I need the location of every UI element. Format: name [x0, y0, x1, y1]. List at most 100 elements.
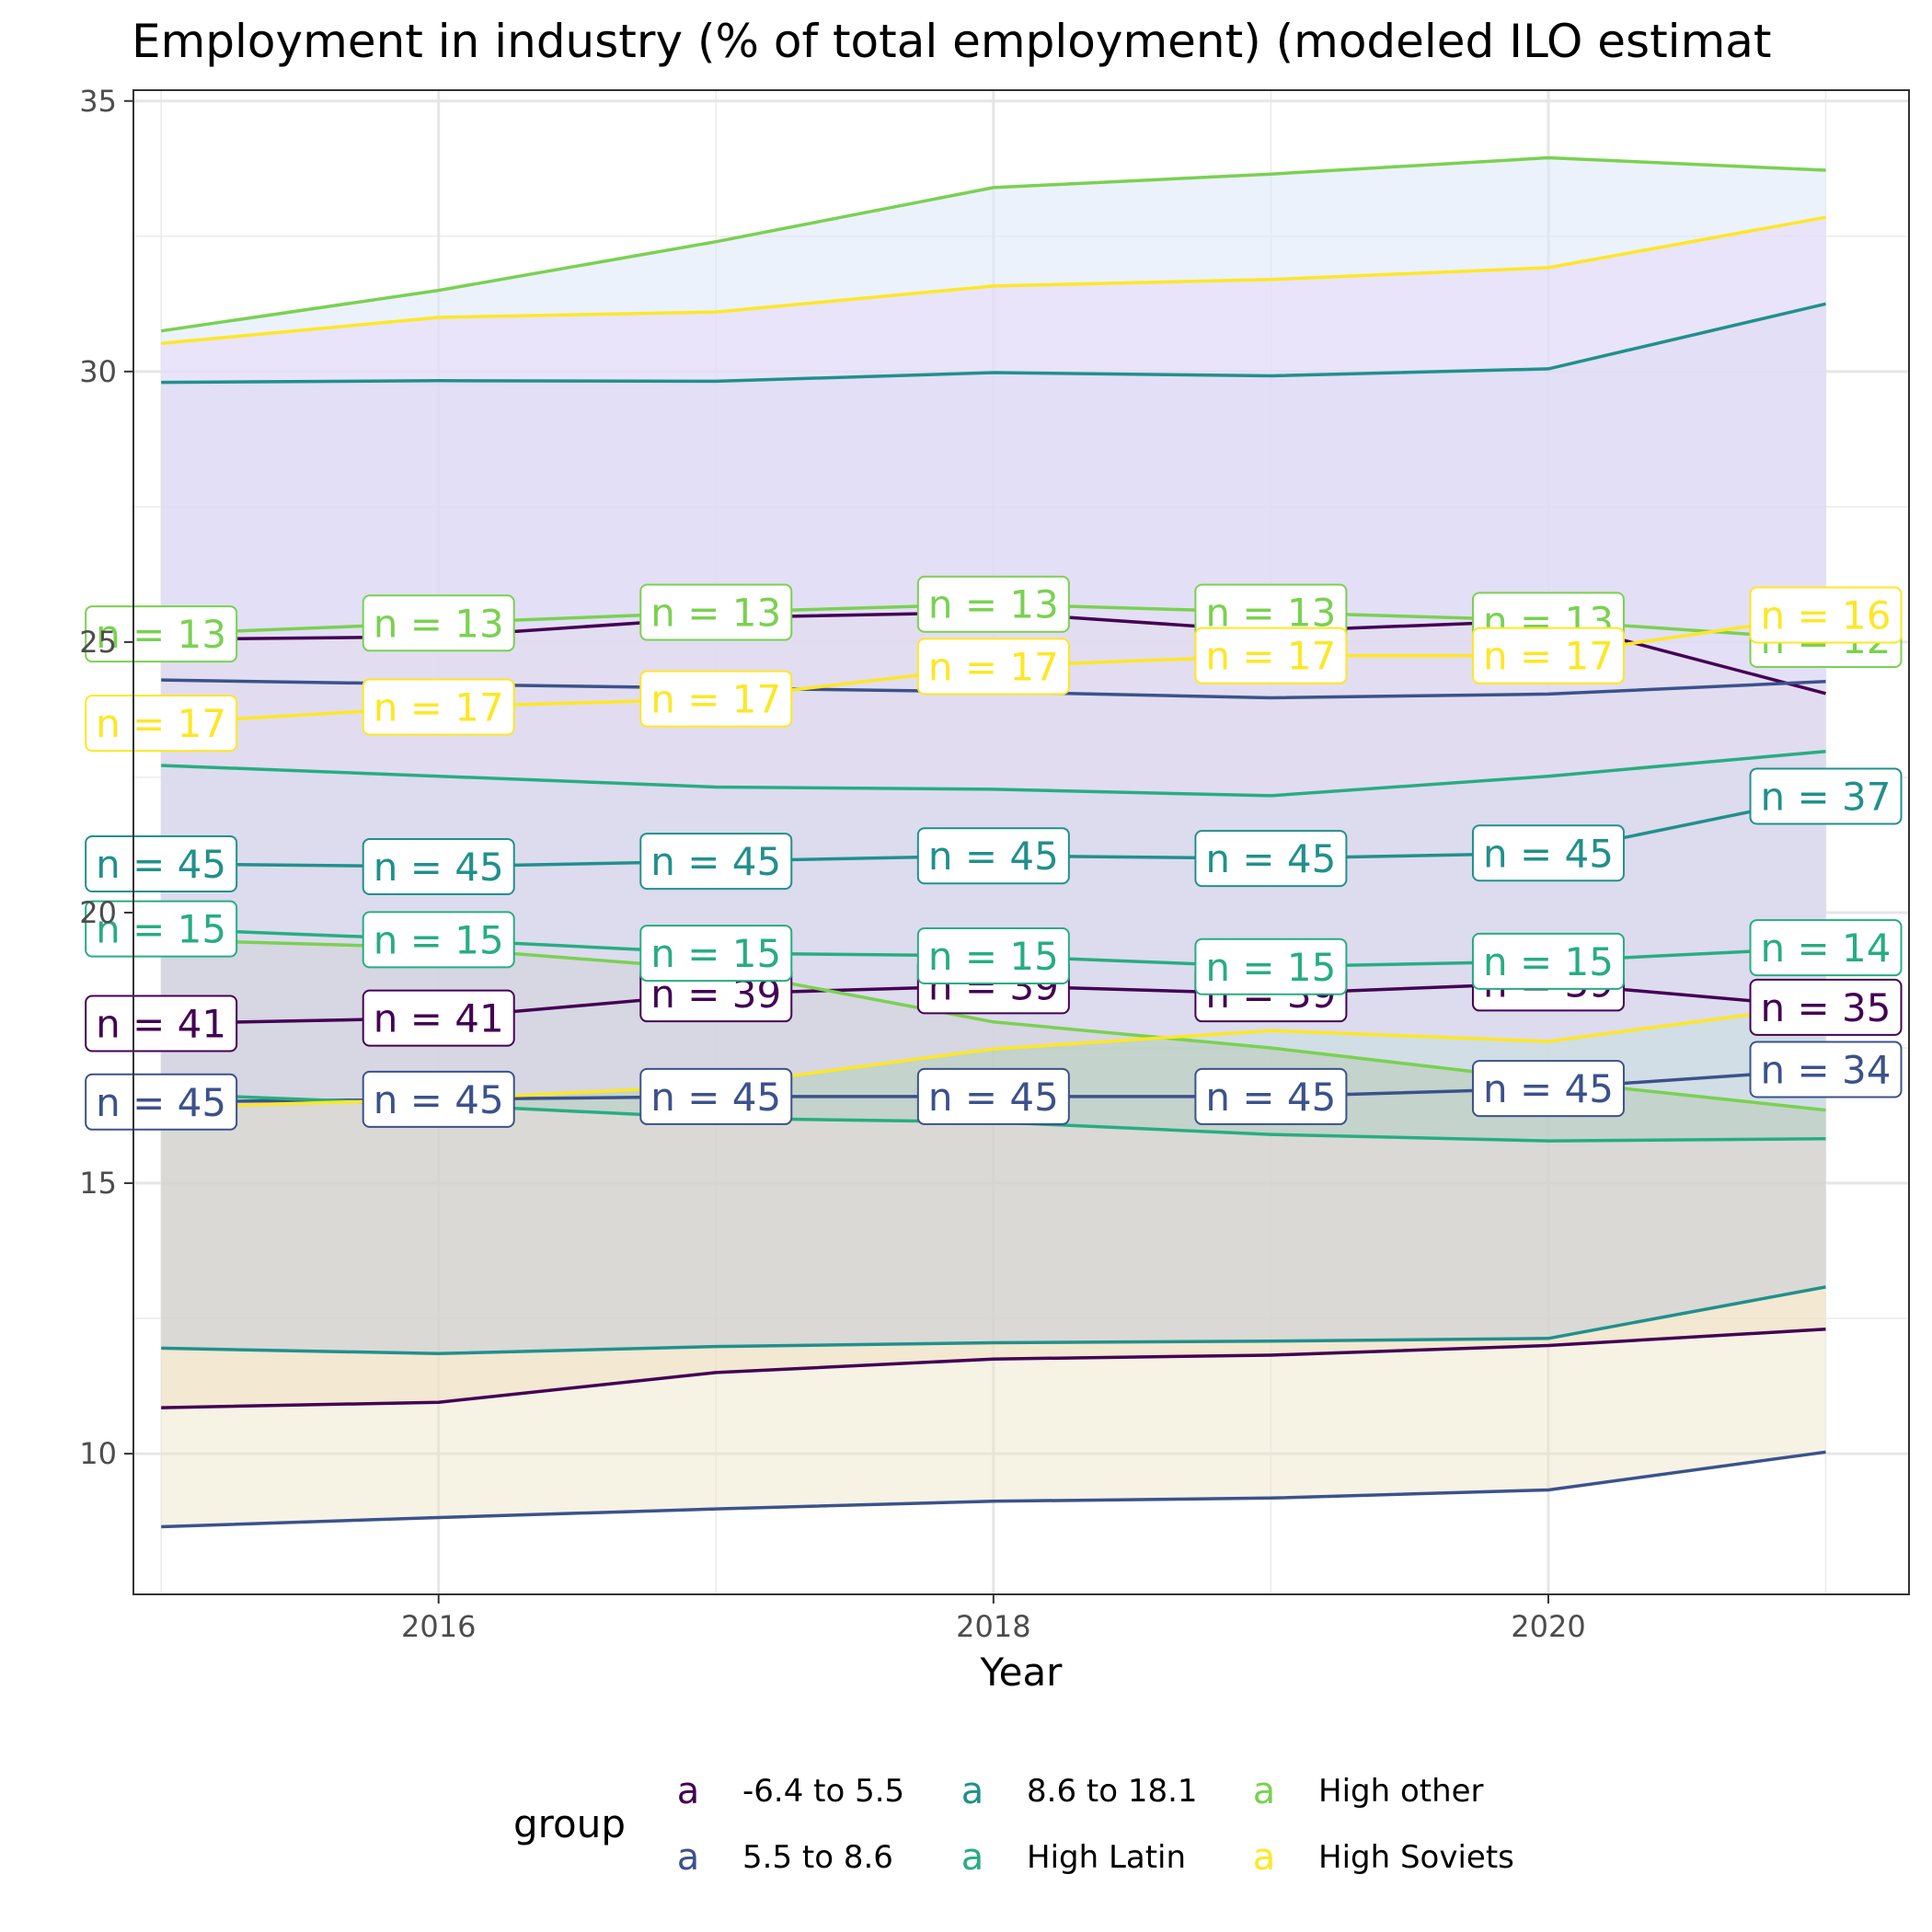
- y-axis: 10 15 20 25 30 35: [79, 84, 133, 1471]
- legend-label: 5.5 to 8.6: [742, 1839, 893, 1876]
- y-tick-label: 30: [79, 354, 117, 389]
- n-label: n = 15: [1194, 937, 1348, 995]
- n-label-box: [1194, 830, 1348, 888]
- n-label-box: [362, 911, 515, 969]
- n-label-box: [916, 827, 1070, 885]
- n-label: n = 15: [85, 900, 238, 958]
- n-label-text: n = 45: [650, 1075, 781, 1120]
- n-label: n = 17: [639, 670, 793, 728]
- chart-title: Employment in industry (% of total emplo…: [132, 15, 1772, 68]
- x-tick-label: 2016: [401, 1609, 476, 1644]
- legend-label: -6.4 to 5.5: [742, 1773, 904, 1810]
- n-label: n = 45: [1471, 824, 1625, 882]
- n-label-box: [916, 1067, 1070, 1125]
- n-label-text: n = 17: [1483, 634, 1614, 679]
- n-label-text: n = 16: [1761, 592, 1892, 638]
- n-label: n = 41: [362, 989, 515, 1047]
- n-label-box: [1749, 919, 1903, 977]
- n-label: n = 45: [85, 1073, 238, 1131]
- n-label: n = 15: [1471, 932, 1625, 990]
- n-label-text: n = 45: [1205, 836, 1336, 881]
- n-label-text: n = 15: [1205, 945, 1336, 990]
- n-label: n = 17: [1471, 627, 1625, 684]
- n-label-text: n = 15: [650, 931, 781, 976]
- n-label-box: [916, 638, 1070, 696]
- n-label-box: [1471, 824, 1625, 882]
- n-label-text: n = 45: [1205, 1075, 1336, 1120]
- n-label: n = 13: [362, 594, 515, 652]
- n-label-box: [639, 925, 793, 983]
- n-label: n = 14: [1749, 919, 1903, 977]
- n-label-box: [85, 835, 238, 893]
- n-label-text: n = 35: [1761, 985, 1892, 1030]
- n-label: n = 34: [1749, 1041, 1903, 1098]
- n-label-box: [1749, 586, 1903, 644]
- n-label-text: n = 17: [928, 644, 1059, 689]
- plot-panel: n = 41n = 41n = 39n = 39n = 39n = 39n = …: [85, 89, 1910, 1595]
- n-label-text: n = 17: [1205, 634, 1336, 679]
- n-label: n = 45: [362, 837, 515, 895]
- legend-key: a: [1253, 1836, 1276, 1879]
- n-label-text: n = 13: [96, 612, 226, 657]
- n-label-text: n = 41: [96, 1002, 226, 1047]
- legend-key: a: [961, 1770, 984, 1812]
- n-label: n = 45: [916, 827, 1070, 885]
- n-label-text: n = 45: [374, 1077, 504, 1122]
- n-label-text: n = 34: [1761, 1048, 1892, 1093]
- n-label: n = 17: [1194, 627, 1348, 684]
- legend: group a -6.4 to 5.5 a 5.5 to 8.6 a 8.6 to 18.…: [513, 1770, 1514, 1879]
- n-label-box: [1471, 932, 1625, 990]
- n-label-text: n = 45: [650, 839, 781, 884]
- n-label-text: n = 45: [928, 1075, 1059, 1120]
- n-label-text: n = 13: [374, 601, 504, 646]
- series-line-upper: [160, 155, 1826, 333]
- legend-label: High Soviets: [1318, 1839, 1514, 1876]
- n-label: n = 15: [362, 911, 515, 969]
- n-label-text: n = 45: [1483, 831, 1614, 876]
- legend-title: group: [513, 1801, 626, 1846]
- n-label-text: n = 17: [650, 677, 781, 722]
- y-tick-label: 15: [79, 1166, 117, 1201]
- series-line-lower: [161, 1328, 1826, 1409]
- n-label-box: [362, 678, 515, 736]
- n-label-box: [639, 583, 793, 641]
- n-label-text: n = 15: [96, 907, 226, 952]
- n-label: n = 37: [1749, 767, 1903, 825]
- n-label-text: n = 45: [928, 834, 1059, 879]
- n-label-box: [362, 1070, 515, 1128]
- series-line-upper: [161, 749, 1826, 798]
- n-label: n = 45: [639, 833, 793, 891]
- n-label-box: [1194, 627, 1348, 684]
- panel-border: [132, 89, 1910, 1595]
- n-label-box: [362, 594, 515, 652]
- legend-key: a: [1253, 1770, 1276, 1812]
- n-label-box: [1471, 627, 1625, 684]
- n-label: n = 17: [916, 638, 1070, 696]
- n-label: n = 15: [639, 925, 793, 983]
- x-axis-title: Year: [980, 1650, 1064, 1695]
- n-label: n = 17: [85, 695, 238, 753]
- n-labels: n = 41n = 41n = 39n = 39n = 39n = 39n = …: [85, 575, 1903, 1131]
- n-label: n = 16: [1749, 586, 1903, 644]
- x-tick-label: 2020: [1511, 1609, 1585, 1644]
- y-tick-label: 10: [79, 1436, 117, 1471]
- n-label-box: [916, 575, 1070, 633]
- n-label-box: [639, 670, 793, 728]
- legend-label: High other: [1318, 1773, 1484, 1810]
- n-label: n = 13: [916, 575, 1070, 633]
- legend-key: a: [961, 1836, 984, 1879]
- n-label-box: [639, 833, 793, 891]
- n-label: n = 45: [639, 1067, 793, 1125]
- y-tick-label: 35: [79, 84, 117, 119]
- n-label: n = 13: [85, 605, 238, 663]
- n-label: n = 13: [639, 583, 793, 641]
- n-label-text: n = 45: [96, 842, 226, 887]
- legend-label: High Latin: [1027, 1839, 1186, 1876]
- n-label-box: [85, 695, 238, 753]
- n-label-box: [1471, 1060, 1625, 1118]
- n-label: n = 45: [1194, 830, 1348, 888]
- n-label: n = 35: [1749, 978, 1903, 1036]
- n-label-box: [362, 989, 515, 1047]
- x-axis: 2016 2018 2020: [401, 1594, 1586, 1644]
- n-label-box: [639, 1067, 793, 1125]
